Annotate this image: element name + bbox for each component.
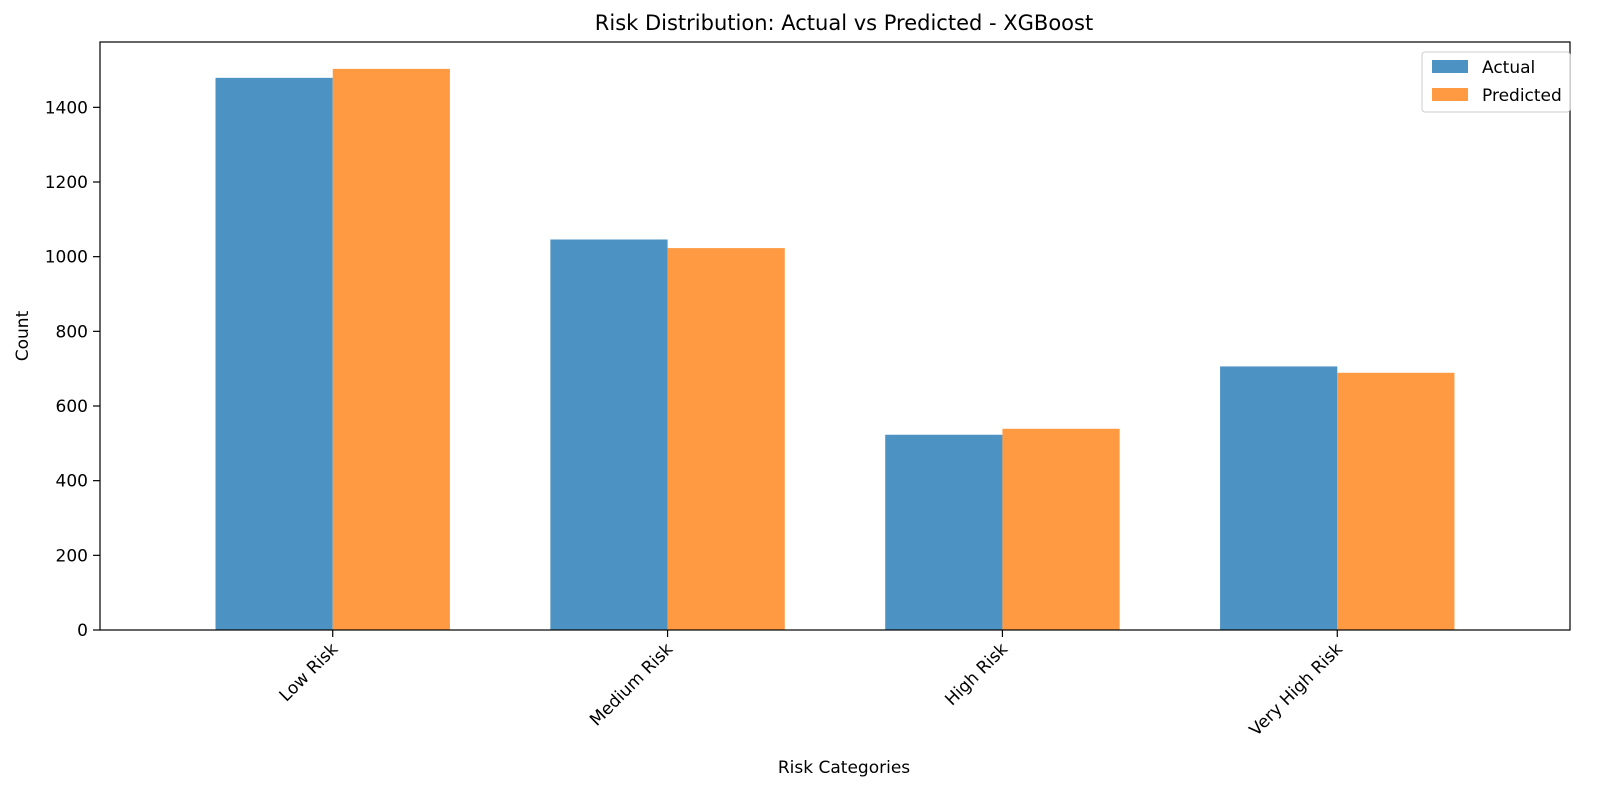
- bar-predicted-high-risk: [1002, 428, 1120, 630]
- y-axis: 0 200 400 600 800 1000 1200 1400: [45, 98, 100, 641]
- legend-swatch-predicted: [1432, 88, 1468, 101]
- bar-actual-very-high-risk: [1220, 366, 1338, 630]
- y-tick-label: 1200: [45, 173, 88, 193]
- legend-swatch-actual: [1432, 60, 1468, 73]
- y-tick-label: 1400: [45, 98, 88, 118]
- plot-frame: [99, 41, 1571, 631]
- y-axis-label: Count: [13, 310, 33, 361]
- x-axis: Low Risk Medium Risk High Risk Very High Ri…: [276, 630, 1347, 740]
- legend-label-predicted: Predicted: [1482, 86, 1562, 106]
- bar-predicted-very-high-risk: [1337, 372, 1455, 630]
- y-tick-label: 600: [56, 397, 88, 417]
- bar-predicted-low-risk: [332, 68, 450, 630]
- x-tick-label-medium-risk: Medium Risk: [586, 639, 677, 730]
- y-tick-label: 200: [56, 546, 88, 566]
- x-tick-label-very-high-risk: Very High Risk: [1246, 639, 1347, 740]
- bar-actual-medium-risk: [550, 239, 668, 630]
- legend: Actual Predicted: [1421, 51, 1571, 113]
- bars-group: [215, 68, 1455, 631]
- y-tick-label: 1000: [45, 248, 88, 268]
- bar-predicted-medium-risk: [667, 248, 785, 630]
- bar-actual-high-risk: [885, 434, 1003, 630]
- x-axis-label: Risk Categories: [778, 758, 910, 778]
- x-tick-label-low-risk: Low Risk: [276, 639, 343, 706]
- y-tick-label: 0: [77, 621, 88, 641]
- bar-actual-low-risk: [215, 77, 333, 631]
- x-tick-label-high-risk: High Risk: [941, 639, 1012, 710]
- chart-title: Risk Distribution: Actual vs Predicted -…: [595, 11, 1093, 35]
- y-tick-label: 800: [56, 322, 88, 342]
- legend-label-actual: Actual: [1482, 58, 1535, 78]
- y-tick-label: 400: [56, 472, 88, 492]
